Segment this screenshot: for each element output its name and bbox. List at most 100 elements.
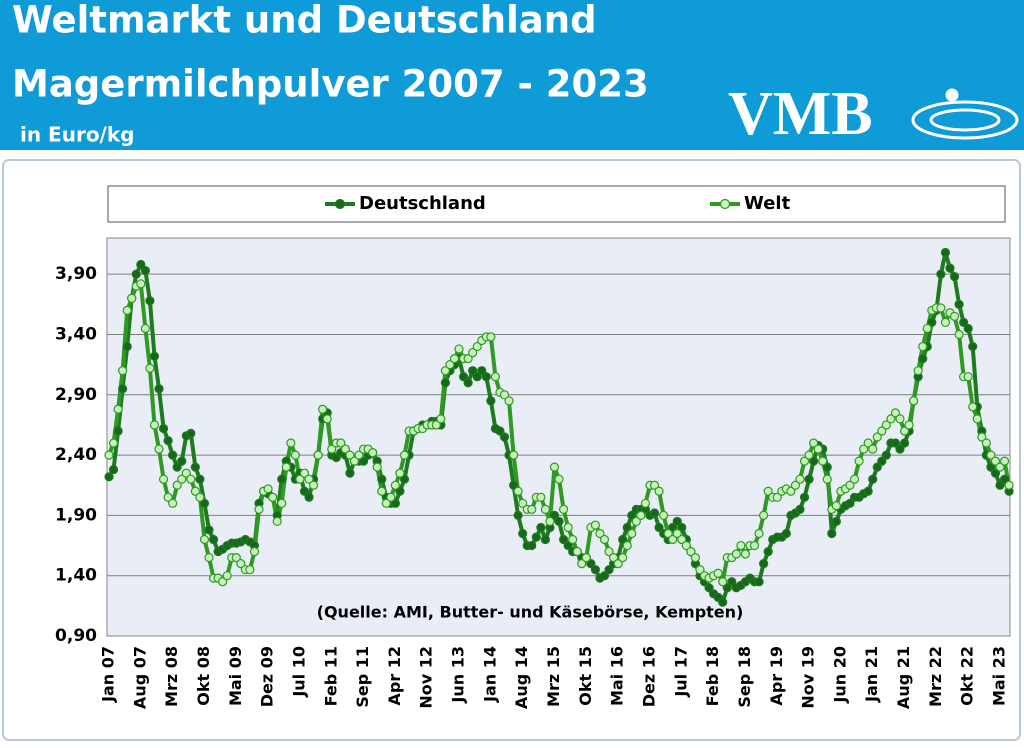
- data-point: [177, 456, 187, 466]
- data-point: [863, 486, 873, 496]
- data-point: [136, 279, 146, 289]
- data-point: [295, 474, 305, 484]
- data-point: [995, 480, 1005, 490]
- data-point: [963, 372, 973, 382]
- data-point: [749, 540, 760, 551]
- data-point: [486, 332, 496, 342]
- data-point: [822, 462, 832, 472]
- data-point: [518, 498, 528, 508]
- data-point: [795, 504, 805, 514]
- data-point: [140, 265, 150, 276]
- data-point: [999, 456, 1010, 466]
- data-point: [940, 317, 951, 328]
- data-point: [186, 428, 196, 438]
- data-point: [949, 271, 960, 282]
- data-point: [672, 528, 682, 539]
- data-point: [640, 498, 651, 508]
- data-point: [245, 565, 255, 575]
- data-point: [863, 438, 873, 448]
- data-point: [959, 317, 969, 328]
- data-point: [999, 474, 1010, 484]
- data-point: [531, 532, 541, 542]
- data-point: [763, 546, 773, 557]
- data-point: [772, 492, 782, 502]
- data-point: [490, 372, 501, 382]
- data-point: [508, 450, 519, 460]
- data-point: [963, 323, 973, 334]
- data-point: [131, 269, 141, 279]
- data-point: [486, 396, 496, 406]
- x-tick-label: Dez 16: [639, 646, 658, 707]
- data-point: [104, 472, 114, 482]
- data-point: [195, 492, 205, 502]
- data-point: [195, 474, 205, 484]
- data-point: [381, 498, 391, 508]
- x-tick-label: Aug 21: [894, 646, 913, 709]
- data-point: [149, 351, 160, 361]
- data-point: [754, 528, 764, 539]
- data-point: [277, 498, 287, 508]
- data-point: [186, 474, 196, 484]
- unit: in Euro/kg: [20, 123, 134, 147]
- data-point: [618, 553, 628, 563]
- data-point: [595, 528, 605, 539]
- data-point: [299, 468, 310, 478]
- data-point: [909, 396, 919, 406]
- data-point: [563, 522, 573, 533]
- data-point: [554, 516, 564, 527]
- data-point: [108, 438, 119, 448]
- data-point: [622, 522, 632, 533]
- data-point: [831, 516, 841, 527]
- y-tick-label: 0,90: [55, 626, 97, 646]
- x-tick-label: Nov 19: [799, 646, 818, 709]
- data-point: [481, 372, 491, 382]
- data-point: [681, 540, 691, 551]
- data-point: [654, 522, 664, 533]
- data-point: [168, 450, 178, 460]
- data-point: [377, 486, 387, 496]
- data-point: [222, 571, 232, 581]
- data-point: [736, 540, 746, 551]
- data-point: [986, 450, 996, 460]
- data-point: [949, 311, 960, 321]
- data-point: [890, 438, 901, 448]
- data-point: [649, 480, 660, 490]
- data-point: [399, 474, 410, 484]
- data-point: [990, 456, 1001, 466]
- data-point: [954, 329, 964, 340]
- data-point: [790, 480, 801, 490]
- data-point: [990, 468, 1001, 478]
- data-point: [304, 492, 314, 502]
- data-point: [468, 366, 478, 376]
- data-point: [813, 444, 823, 454]
- data-point: [718, 577, 728, 587]
- data-point: [440, 366, 450, 376]
- data-point: [881, 420, 891, 430]
- data-point: [918, 341, 928, 352]
- data-point: [113, 426, 123, 436]
- data-point: [508, 480, 519, 490]
- data-point: [549, 462, 560, 472]
- data-point: [122, 341, 132, 352]
- data-point: [472, 341, 482, 352]
- data-point: [540, 534, 551, 545]
- x-tick-label: Mai 23: [990, 646, 1009, 706]
- data-point: [722, 583, 732, 593]
- data-point: [108, 464, 119, 475]
- data-point: [254, 504, 264, 514]
- data-point: [945, 263, 955, 273]
- data-point: [477, 366, 487, 376]
- data-point: [545, 516, 555, 527]
- data-point: [368, 448, 378, 458]
- data-point: [618, 534, 628, 545]
- data-point: [845, 498, 855, 508]
- data-point: [759, 510, 769, 520]
- data-point: [190, 486, 200, 496]
- data-point: [972, 414, 982, 424]
- data-point: [454, 344, 464, 354]
- data-point: [654, 486, 664, 496]
- data-point: [290, 450, 300, 460]
- data-point: [577, 559, 587, 569]
- x-tick-label: Okt 08: [194, 646, 213, 706]
- data-point: [677, 534, 687, 545]
